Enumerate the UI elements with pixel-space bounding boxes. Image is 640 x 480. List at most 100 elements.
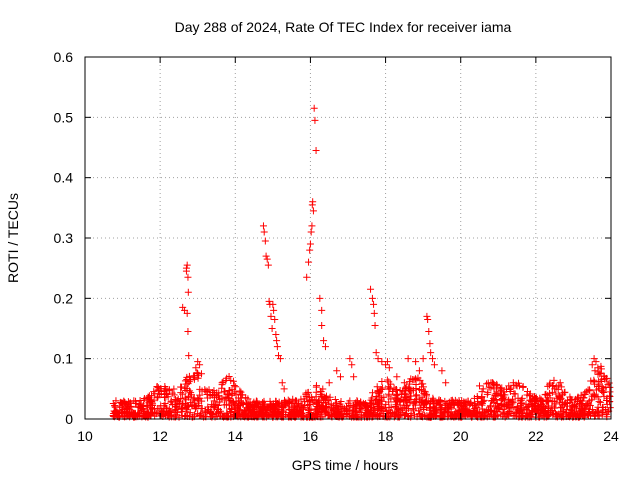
data-point [249, 406, 257, 414]
data-point [587, 377, 595, 385]
data-point [172, 406, 180, 414]
data-point [599, 388, 607, 396]
data-point [510, 390, 518, 398]
data-point [575, 413, 583, 421]
data-point [550, 376, 558, 384]
data-point [171, 395, 179, 403]
x-tick-label: 10 [77, 428, 93, 444]
data-point [562, 410, 570, 418]
data-point [487, 384, 495, 392]
data-point [368, 294, 376, 302]
data-point [244, 404, 252, 412]
data-point [292, 406, 300, 414]
data-point [299, 405, 307, 413]
data-point [230, 381, 238, 389]
data-point [552, 390, 560, 398]
data-point [374, 355, 382, 363]
data-point [514, 394, 522, 402]
data-point [583, 400, 591, 408]
data-point [215, 408, 223, 416]
data-point [605, 379, 613, 387]
data-point [469, 408, 477, 416]
data-point [463, 408, 471, 416]
data-point [275, 410, 283, 418]
data-point [362, 401, 370, 409]
data-point [312, 382, 320, 390]
data-point [178, 400, 186, 408]
data-point [306, 393, 314, 401]
data-point [475, 400, 483, 408]
data-point [478, 388, 486, 396]
data-point [160, 410, 168, 418]
data-point [313, 406, 321, 414]
data-point [370, 309, 378, 317]
x-tick-label: 22 [528, 428, 544, 444]
data-point [221, 396, 229, 404]
data-point [237, 391, 245, 399]
data-point [201, 408, 209, 416]
data-point [367, 406, 375, 414]
data-point [415, 407, 423, 415]
data-point [143, 409, 151, 417]
data-point [252, 399, 260, 407]
data-point [197, 370, 205, 378]
data-point [186, 409, 194, 417]
data-point [590, 391, 598, 399]
data-point [393, 373, 401, 381]
data-point [364, 402, 372, 410]
data-point [485, 405, 493, 413]
data-point [377, 404, 385, 412]
data-point [500, 400, 508, 408]
data-point [316, 294, 324, 302]
data-point [135, 400, 143, 408]
data-point [351, 407, 359, 415]
data-point [270, 306, 278, 314]
data-point [184, 328, 192, 336]
data-point [266, 409, 274, 417]
data-point [225, 372, 233, 380]
data-point [229, 377, 237, 385]
data-point [182, 386, 190, 394]
data-point [306, 246, 314, 254]
data-point [343, 405, 351, 413]
data-point [124, 401, 132, 409]
data-point [598, 376, 606, 384]
data-point [504, 410, 512, 418]
data-point [253, 411, 261, 419]
data-point [457, 413, 465, 421]
data-point [385, 378, 393, 386]
data-point [268, 325, 276, 332]
data-point [409, 405, 417, 413]
data-point [488, 379, 496, 387]
data-point [209, 389, 217, 397]
data-point [225, 394, 233, 402]
data-point [191, 405, 199, 413]
data-point [410, 376, 418, 384]
data-point [491, 390, 499, 398]
data-point [155, 405, 163, 413]
data-point [557, 394, 565, 402]
data-point [590, 390, 598, 398]
data-point [454, 409, 462, 417]
data-point [198, 387, 206, 395]
data-point [154, 393, 162, 401]
data-point [427, 349, 435, 357]
data-point [580, 394, 588, 402]
x-axis-label: GPS time / hours [292, 457, 399, 473]
y-tick-label: 0 [65, 411, 73, 427]
data-point [455, 407, 463, 415]
data-point [388, 387, 396, 395]
data-point [230, 410, 238, 418]
y-axis-label: ROTI / TECUs [5, 193, 21, 283]
data-point [558, 412, 566, 420]
data-point [491, 408, 499, 416]
data-point [138, 404, 146, 412]
data-point [145, 396, 153, 404]
data-point [437, 406, 445, 414]
data-point [153, 410, 161, 418]
data-point [473, 392, 481, 400]
data-point [509, 379, 517, 387]
data-point [177, 389, 185, 397]
data-point [183, 373, 191, 381]
data-point [403, 410, 411, 418]
